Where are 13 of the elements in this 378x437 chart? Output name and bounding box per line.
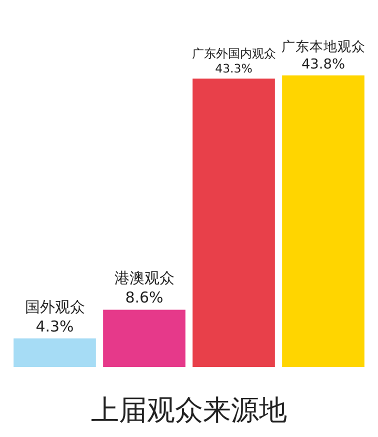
bar	[14, 338, 96, 367]
x-tick-label: 港澳观众	[114, 269, 174, 288]
text: 上届观众来源地	[91, 394, 287, 427]
x-tick-label: 国外观众	[24, 298, 85, 316]
bar	[103, 310, 186, 367]
bar	[282, 75, 364, 367]
data-label: 8.6%	[125, 288, 164, 307]
bar	[192, 78, 275, 367]
data-label: 43.8%	[301, 56, 346, 73]
data-label: 4.3%	[36, 317, 74, 336]
x-tick-label: 广东外国内观众	[192, 46, 276, 60]
data-label: 43.3%	[215, 62, 252, 76]
x-tick-label: 广东本地观众	[281, 38, 366, 55]
